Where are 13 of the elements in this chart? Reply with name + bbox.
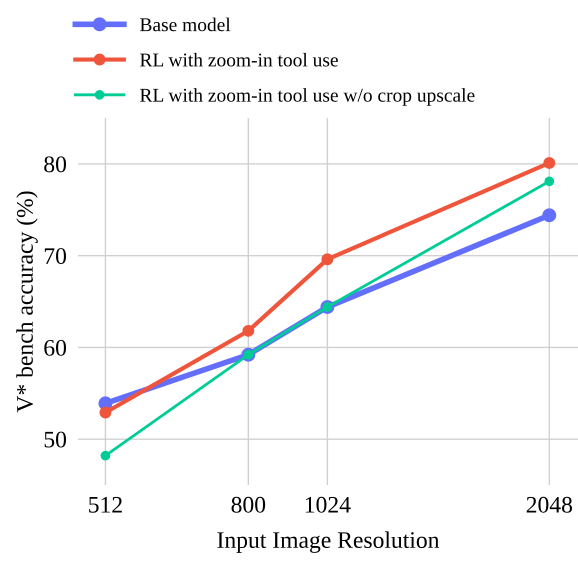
x-tick-label: 2048 bbox=[526, 496, 572, 513]
y-axis-title: V* bench accuracy (%) bbox=[16, 191, 38, 412]
y-tick-label: 60 bbox=[44, 340, 66, 356]
y-tick-label: 80 bbox=[44, 156, 66, 172]
x-tick-label: 800 bbox=[232, 496, 266, 513]
legend-label: Base model bbox=[140, 18, 230, 32]
x-tick-label: 512 bbox=[89, 496, 122, 513]
y-tick-label: 50 bbox=[44, 432, 66, 448]
legend-label: RL with zoom-in tool use bbox=[140, 52, 338, 67]
x-axis-title: Input Image Resolution bbox=[217, 531, 440, 553]
x-tick-label: 1024 bbox=[306, 496, 351, 513]
y-tick-label: 70 bbox=[44, 248, 66, 264]
legend-label: RL with zoom-in tool use w/o crop upscale bbox=[140, 88, 474, 106]
